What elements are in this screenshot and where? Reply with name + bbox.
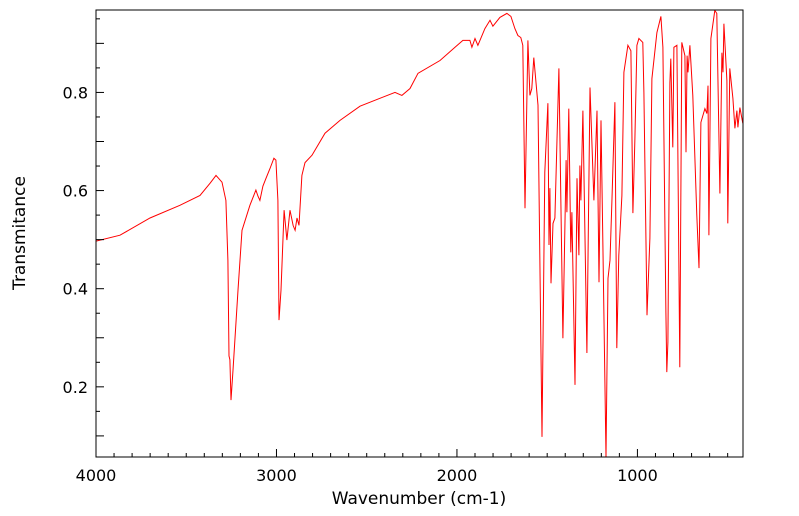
x-tick-label: 3000	[256, 466, 297, 485]
axis-ticks: 4000 3000 2000 1000 0.2 0.4 0.6 0.8	[63, 18, 729, 485]
y-tick-label: 0.6	[63, 182, 88, 201]
plot-frame	[95, 9, 744, 458]
x-axis-title: Wavenumber (cm-1)	[332, 489, 507, 509]
x-tick-label: 2000	[437, 466, 478, 485]
y-tick-label: 0.8	[63, 83, 88, 102]
y-tick-label: 0.4	[63, 280, 88, 299]
y-axis-title: Transmitance	[10, 176, 30, 291]
plot-area	[96, 10, 743, 457]
spectrum-line	[96, 10, 743, 457]
x-tick-label: 1000	[617, 466, 658, 485]
x-tick-label: 4000	[76, 466, 117, 485]
y-tick-label: 0.2	[63, 378, 88, 397]
